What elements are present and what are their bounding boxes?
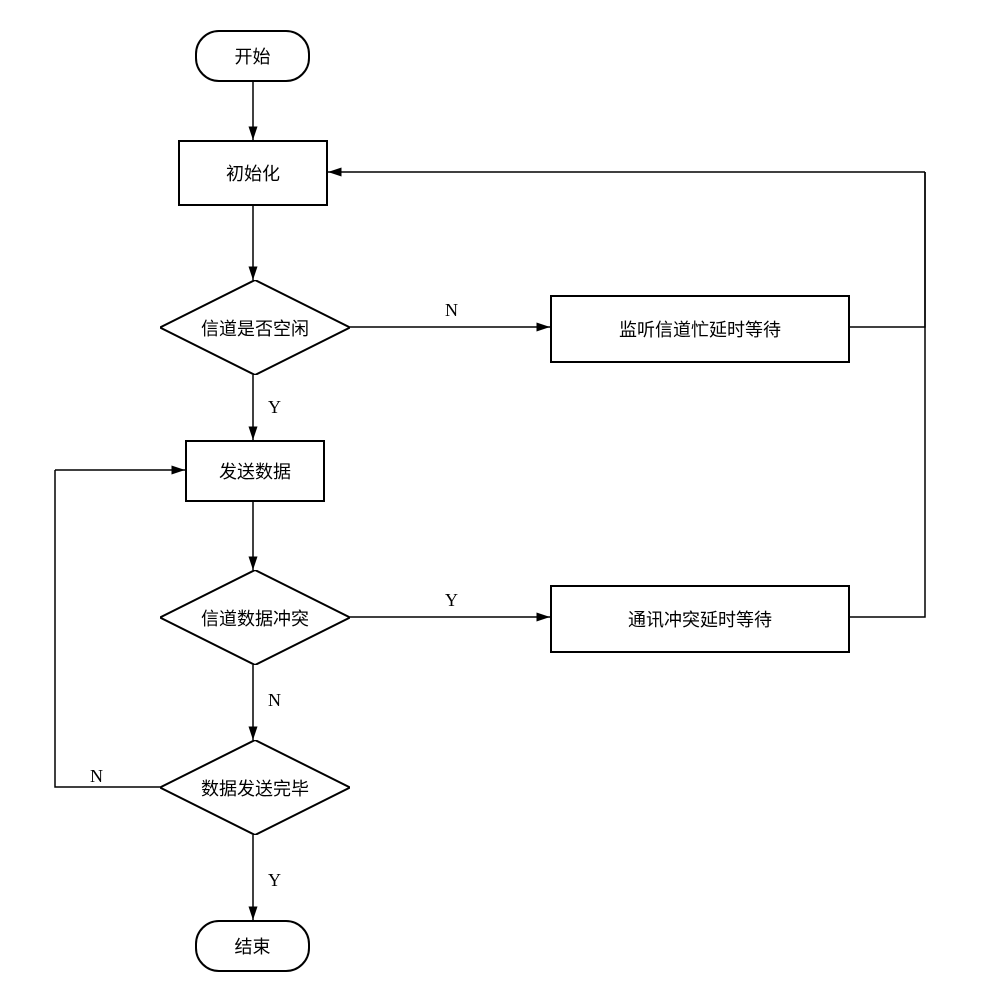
listen-node: 监听信道忙延时等待 — [550, 295, 850, 363]
flowchart-canvas: 开始 初始化 信道是否空闲 监听信道忙延时等待 发送数据 信道数据冲突 通讯冲突… — [0, 0, 986, 1000]
done-node: 数据发送完毕 — [160, 740, 350, 835]
end-node: 结束 — [195, 920, 310, 972]
edge-done-send-seg1 — [55, 470, 160, 787]
commwait-label: 通讯冲突延时等待 — [628, 606, 772, 632]
label-done-y: Y — [268, 870, 281, 891]
end-label: 结束 — [235, 933, 271, 959]
start-node: 开始 — [195, 30, 310, 82]
label-collide-n: N — [268, 690, 281, 711]
done-label: 数据发送完毕 — [201, 775, 309, 801]
init-label: 初始化 — [226, 160, 280, 186]
collide-label: 信道数据冲突 — [201, 605, 309, 631]
collide-node: 信道数据冲突 — [160, 570, 350, 665]
send-label: 发送数据 — [219, 458, 291, 484]
start-label: 开始 — [235, 43, 271, 69]
label-done-n: N — [90, 766, 103, 787]
label-idle-n: N — [445, 300, 458, 321]
idle-node: 信道是否空闲 — [160, 280, 350, 375]
label-collide-y: Y — [445, 590, 458, 611]
listen-label: 监听信道忙延时等待 — [619, 316, 781, 342]
label-idle-y: Y — [268, 397, 281, 418]
send-node: 发送数据 — [185, 440, 325, 502]
edge-listen-init-seg1 — [850, 172, 925, 327]
connectors-layer — [0, 0, 986, 1000]
edge-commwait-init — [850, 172, 925, 617]
init-node: 初始化 — [178, 140, 328, 206]
idle-label: 信道是否空闲 — [201, 315, 309, 341]
commwait-node: 通讯冲突延时等待 — [550, 585, 850, 653]
